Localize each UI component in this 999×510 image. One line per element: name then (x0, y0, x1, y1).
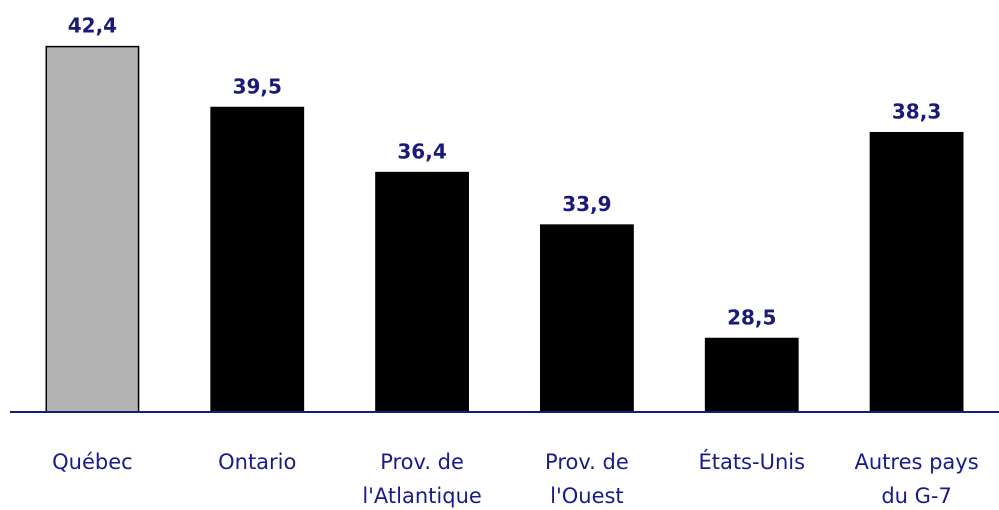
x-tick-label: États-Unis (698, 450, 806, 474)
x-tick-label: Ontario (218, 450, 297, 474)
value-label: 42,4 (68, 14, 117, 38)
bar (704, 337, 799, 413)
value-label: 38,3 (892, 100, 941, 124)
x-tick-label: Prov. de l'Ouest (545, 450, 629, 508)
x-tick-label: Autres pays du G-7 (854, 450, 979, 508)
bar (375, 171, 469, 413)
value-label: 39,5 (233, 75, 282, 99)
bar (45, 45, 140, 413)
bar (540, 224, 634, 413)
x-tick-label: Québec (52, 450, 133, 474)
bar (210, 106, 305, 413)
value-label: 33,9 (562, 192, 611, 216)
value-label: 28,5 (727, 306, 776, 330)
x-tick-label: Prov. de l'Atlantique (362, 450, 482, 508)
value-label: 36,4 (397, 140, 446, 164)
bar (869, 131, 964, 413)
